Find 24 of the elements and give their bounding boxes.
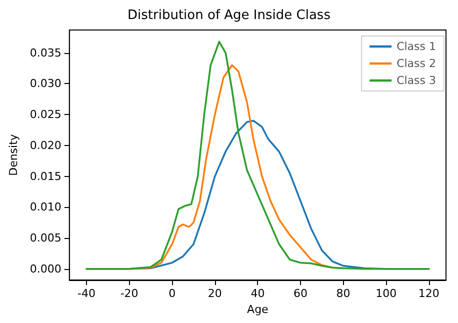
x-tick-label: 60 bbox=[293, 287, 308, 300]
x-tick-label: -40 bbox=[78, 287, 96, 300]
y-tick-label: 0.030 bbox=[30, 77, 62, 90]
legend-label: Class 1 bbox=[396, 40, 436, 53]
y-tick-label: 0.035 bbox=[30, 46, 62, 60]
x-tick-label: 120 bbox=[418, 287, 440, 300]
y-tick-label: 0.015 bbox=[30, 170, 62, 183]
x-tick-label: 100 bbox=[376, 287, 397, 300]
y-tick-label: 0.000 bbox=[30, 262, 62, 276]
x-tick-label: -20 bbox=[120, 287, 138, 300]
x-axis-title: Age bbox=[247, 303, 269, 316]
x-tick-label: 0 bbox=[168, 287, 176, 300]
legend-label: Class 3 bbox=[396, 74, 436, 87]
x-tick-label: 20 bbox=[208, 287, 222, 300]
x-tick-label: 80 bbox=[336, 287, 350, 300]
y-tick-label: 0.020 bbox=[30, 138, 62, 152]
chart-title: Distribution of Age Inside Class bbox=[128, 8, 331, 23]
x-tick-label: 40 bbox=[250, 287, 265, 300]
line-series bbox=[86, 40, 430, 270]
y-tick-label: 0.010 bbox=[30, 200, 62, 214]
legend-label: Class 2 bbox=[396, 57, 436, 70]
y-tick-label: 0.025 bbox=[30, 108, 62, 122]
y-axis-title: Density bbox=[7, 134, 20, 176]
y-tick-label: 0.005 bbox=[30, 232, 62, 245]
